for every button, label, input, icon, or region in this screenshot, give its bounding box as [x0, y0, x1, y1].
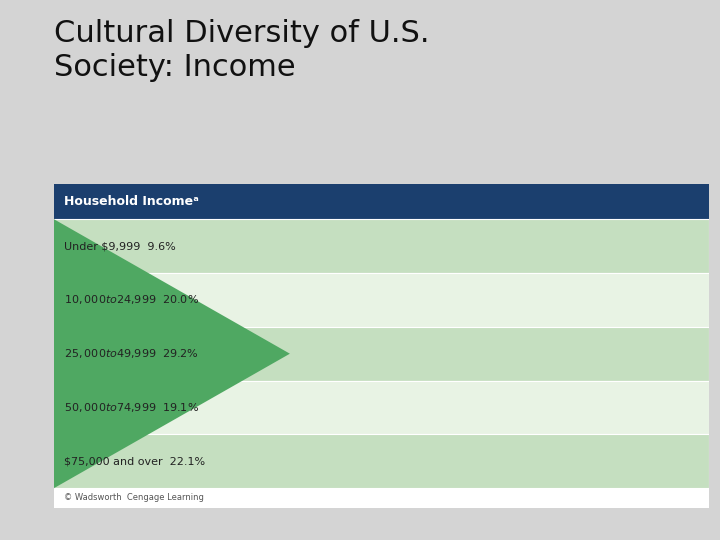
Polygon shape	[54, 219, 290, 488]
Text: $50,000 to $74,999  19.1%: $50,000 to $74,999 19.1%	[64, 401, 199, 414]
Bar	[54, 219, 709, 273]
Text: Cultural Diversity of U.S.
Society: Income: Cultural Diversity of U.S. Society: Inco…	[54, 19, 430, 82]
Text: Household Incomeᵃ: Household Incomeᵃ	[64, 195, 199, 208]
Bar	[54, 273, 709, 327]
Bar	[54, 327, 709, 381]
Text: © Wadsworth  Cengage Learning: © Wadsworth Cengage Learning	[64, 494, 204, 502]
Text: Under $9,999  9.6%: Under $9,999 9.6%	[64, 241, 176, 251]
Text: $25,000 to $49,999  29.2%: $25,000 to $49,999 29.2%	[64, 347, 198, 360]
Bar	[54, 434, 709, 488]
Text: $75,000 and over  22.1%: $75,000 and over 22.1%	[64, 456, 205, 466]
Bar	[54, 381, 709, 434]
Bar	[54, 184, 709, 219]
Text: $10,000 to $24,999  20.0%: $10,000 to $24,999 20.0%	[64, 293, 199, 306]
